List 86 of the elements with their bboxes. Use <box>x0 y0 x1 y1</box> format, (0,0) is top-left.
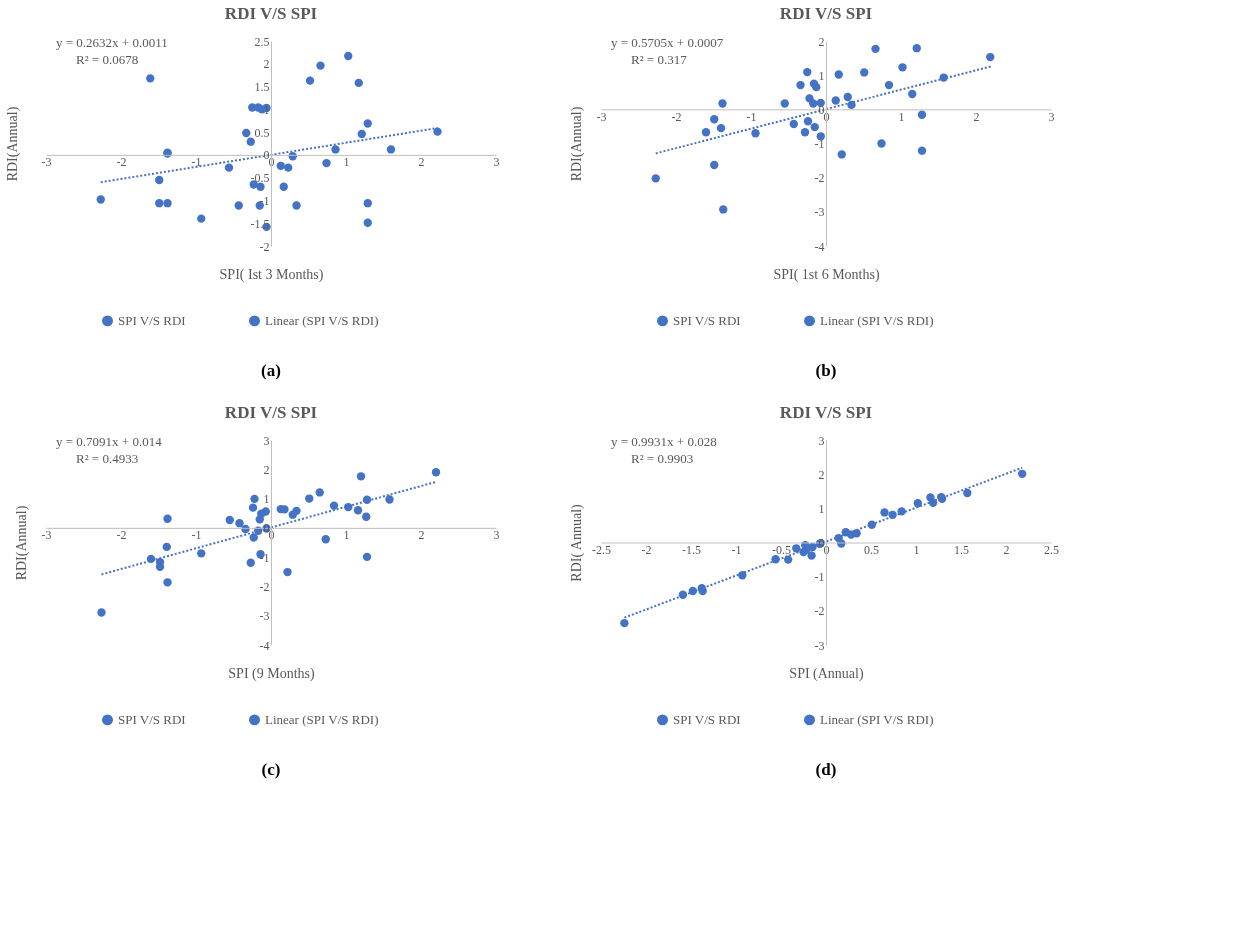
y-tick-label: 2 <box>263 462 270 477</box>
y-axis-title: RDI(Annual) <box>4 106 21 182</box>
legend-label: SPI V/S RDI <box>673 312 741 328</box>
x-tick-label: -2 <box>116 528 127 543</box>
y-axis-title: RDI( Annual) <box>568 503 585 582</box>
x-tick-label: 1 <box>343 155 350 170</box>
y-tick-label: -1 <box>814 137 825 151</box>
x-tick-label: 1 <box>343 528 350 543</box>
x-tick-label: 1 <box>898 109 905 124</box>
x-axis-title: SPI (9 Months) <box>228 665 315 682</box>
x-tick-label: 2 <box>418 528 425 543</box>
x-tick-label: 3 <box>1048 109 1055 124</box>
legend-label: Linear (SPI V/S RDI) <box>820 312 934 328</box>
x-tick-label: -2 <box>641 543 652 557</box>
annotation: R² = 0.0678 <box>76 52 139 67</box>
x-axis-title: SPI (Annual) <box>789 665 864 682</box>
annotation: y = 0.9931x + 0.028 <box>611 434 717 449</box>
y-tick-label: 1 <box>263 492 270 507</box>
y-tick-label: -3 <box>814 205 825 220</box>
annotation: R² = 0.317 <box>631 52 688 67</box>
x-tick-label: 3 <box>493 528 500 543</box>
annotation: y = 0.2632x + 0.0011 <box>56 35 168 50</box>
annotation: y = 0.5705x + 0.0007 <box>611 35 724 50</box>
y-tick-label: -4 <box>814 239 825 254</box>
y-tick-label: -1 <box>814 570 825 585</box>
y-tick-label: 2 <box>818 34 825 49</box>
text: (a) <box>261 361 281 380</box>
y-tick-label: -0.5 <box>250 171 270 186</box>
legend-label: Linear (SPI V/S RDI) <box>820 711 934 727</box>
y-tick-label: 2 <box>818 467 825 482</box>
x-tick-label: -1 <box>746 109 757 124</box>
x-tick-label: -1 <box>191 528 202 543</box>
x-tick-label: 2 <box>418 155 425 170</box>
legend-label: SPI V/S RDI <box>118 312 186 328</box>
legend-label: SPI V/S RDI <box>118 711 186 727</box>
y-tick-label: -2 <box>259 579 270 594</box>
y-tick-label: -1 <box>259 193 270 208</box>
y-tick-label: -4 <box>259 638 270 653</box>
y-tick-label: 3 <box>818 433 825 448</box>
text: (d) <box>815 760 837 779</box>
y-tick-label: 3 <box>263 433 270 448</box>
x-tick-label: -2.5 <box>592 543 611 557</box>
y-tick-label: 2 <box>263 57 270 72</box>
x-tick-label: -0.5 <box>772 543 791 557</box>
legend-label: Linear (SPI V/S RDI) <box>265 312 379 328</box>
x-tick-label: -3 <box>41 528 52 543</box>
y-tick-label: 0.5 <box>254 125 270 140</box>
y-tick-label: 2.5 <box>254 34 270 49</box>
text: (c) <box>261 760 281 779</box>
x-axis-title: SPI( Ist 3 Months) <box>219 266 324 283</box>
y-tick-label: -2 <box>814 604 825 619</box>
x-tick-label: -1 <box>731 543 742 557</box>
x-tick-label: 0.5 <box>864 543 879 557</box>
chart-title: RDI V/S SPI <box>224 403 318 422</box>
chart-title: RDI V/S SPI <box>779 4 873 23</box>
y-tick-label: 1 <box>818 68 825 83</box>
x-axis-title: SPI( 1st 6 Months) <box>773 266 880 283</box>
y-tick-label: -3 <box>259 609 270 624</box>
x-tick-label: 1.5 <box>954 543 969 557</box>
x-tick-label: 2.5 <box>1044 543 1059 557</box>
x-tick-label: -3 <box>41 155 52 170</box>
chart-title: RDI V/S SPI <box>779 403 873 422</box>
y-tick-label: 1 <box>818 501 825 516</box>
legend-label: SPI V/S RDI <box>673 711 741 727</box>
annotation: R² = 0.4933 <box>76 451 139 466</box>
y-axis-title: RDI(Annual) <box>13 505 30 581</box>
x-tick-label: -2 <box>116 155 127 170</box>
x-tick-label: 2 <box>1003 543 1010 557</box>
y-tick-label: 1.5 <box>254 80 270 95</box>
y-tick-label: -2 <box>814 171 825 186</box>
x-tick-label: -3 <box>596 109 607 124</box>
x-tick-label: 1 <box>913 543 920 557</box>
chart-title: RDI V/S SPI <box>224 4 318 23</box>
x-tick-label: -1.5 <box>682 543 701 557</box>
legend-label: Linear (SPI V/S RDI) <box>265 711 379 727</box>
x-tick-label: -2 <box>671 109 682 124</box>
text: (b) <box>815 361 837 380</box>
x-tick-label: 3 <box>493 155 500 170</box>
x-tick-label: -1 <box>191 155 202 170</box>
y-tick-label: -1.5 <box>250 216 270 231</box>
y-axis-title: RDI(Annual) <box>568 106 585 182</box>
annotation: R² = 0.9903 <box>631 451 694 466</box>
y-tick-label: -2 <box>259 239 270 254</box>
annotation: y = 0.7091x + 0.014 <box>56 434 163 449</box>
y-tick-label: -3 <box>814 638 825 653</box>
x-tick-label: 2 <box>973 109 980 124</box>
